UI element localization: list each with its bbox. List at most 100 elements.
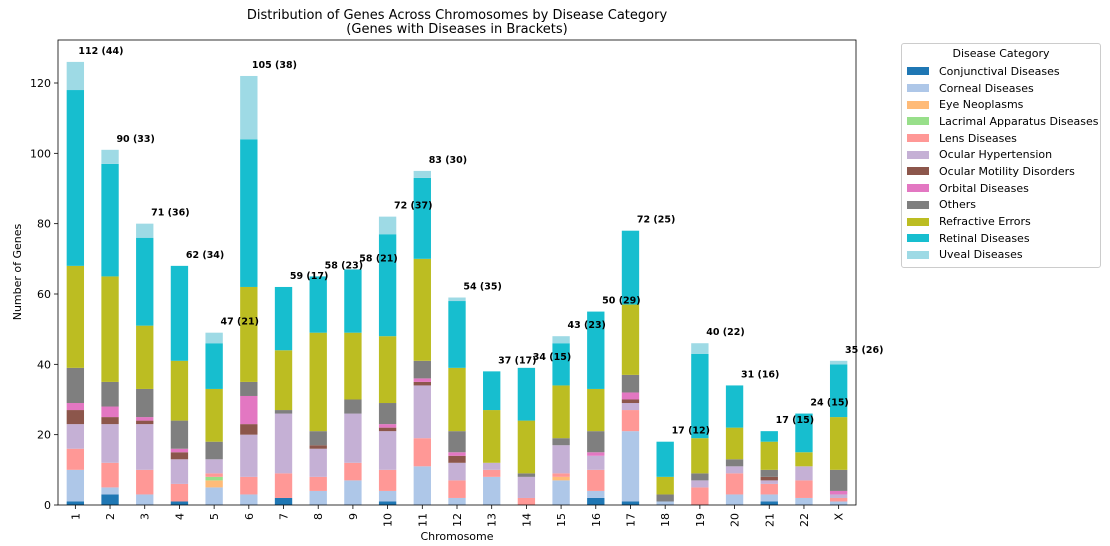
bar-segment-8-lens-diseases [309,476,327,491]
bar-segment-5-lacrimal-apparatus-diseases [205,476,223,481]
bar-segment-22-ocular-hypertension [795,466,813,481]
bar-segment-3-others [136,388,154,418]
legend-label: Ocular Hypertension [939,148,1053,162]
x-tick-label-17: 17 [624,513,637,527]
bar-annotation-10: 72 (37) [394,201,432,212]
y-tick-label-60: 60 [37,288,51,301]
bar-segment-8-ocular-hypertension [309,448,327,477]
bar-segment-4-others [170,420,189,449]
bar-segment-8-refractive-errors [309,332,327,432]
bar-segment-18-corneal-diseases [656,501,674,505]
bar-segment-20-lens-diseases [725,473,744,495]
bar-segment-3-ocular-hypertension [136,424,154,470]
bar-segment-21-retinal-diseases [760,431,778,442]
bar-segment-10-orbital-diseases [378,424,397,428]
bar-segment-X-uveal-diseases [829,360,848,365]
bar-segment-6-uveal-diseases [240,75,258,140]
x-tick-label-4: 4 [173,513,186,520]
bar-segment-18-refractive-errors [656,476,674,495]
bar-segment-X-refractive-errors [829,417,848,470]
bar-segment-5-corneal-diseases [205,487,223,505]
bar-segment-12-corneal-diseases [448,497,466,505]
bar-segment-9-refractive-errors [344,332,362,400]
legend-swatch [907,200,929,209]
bar-segment-12-retinal-diseases [448,301,466,368]
bar-segment-7-lens-diseases [274,473,293,498]
bar-segment-14-others [517,473,536,477]
bar-segment-11-ocular-motility-disorders [413,381,431,386]
bar-segment-17-conjunctival-diseases [621,501,640,505]
bar-segment-1-conjunctival-diseases [66,501,85,505]
bar-segment-6-retinal-diseases [240,139,258,287]
bar-segment-2-orbital-diseases [101,406,119,418]
y-axis-label: Number of Genes [11,223,24,320]
x-tick-label-11: 11 [416,513,429,527]
bar-annotation-X: 35 (26) [845,345,883,356]
legend-label: Eye Neoplasms [939,98,1024,112]
bar-segment-20-ocular-hypertension [725,466,744,474]
bar-segment-13-ocular-hypertension [483,462,501,470]
x-tick-label-19: 19 [694,513,707,527]
bar-segment-20-others [725,459,744,467]
bar-segment-15-uveal-diseases [552,336,570,344]
bar-segment-1-refractive-errors [66,265,85,368]
bar-segment-20-corneal-diseases [725,494,744,505]
bar-segment-6-ocular-hypertension [240,434,258,477]
bar-segment-11-corneal-diseases [413,466,431,505]
bar-segment-3-uveal-diseases [136,223,154,238]
bar-segment-10-refractive-errors [378,336,397,404]
bar-segment-9-others [344,399,362,414]
bar-segment-14-retinal-diseases [517,367,536,421]
bar-segment-2-others [101,381,119,407]
bar-segment-21-corneal-diseases [760,494,778,502]
legend-label: Corneal Diseases [939,81,1034,95]
bar-segment-12-uveal-diseases [448,297,466,302]
x-tick-label-15: 15 [555,513,568,527]
bar-segment-15-refractive-errors [552,385,570,439]
legend-swatch [907,184,929,193]
bar-segment-3-ocular-motility-disorders [136,420,154,425]
x-tick-label-3: 3 [139,513,152,520]
x-tick-label-1: 1 [69,513,82,520]
bar-segment-5-uveal-diseases [205,332,223,344]
legend-swatch [907,117,929,126]
bar-segment-16-refractive-errors [587,388,605,432]
bar-segment-4-retinal-diseases [170,265,189,361]
bar-segment-2-uveal-diseases [101,149,119,164]
legend-item-lacrimal-apparatus-diseases: Lacrimal Apparatus Diseases [902,113,1100,130]
bar-segment-5-refractive-errors [205,388,223,442]
bar-segment-2-refractive-errors [101,276,119,382]
legend-item-others: Others [902,197,1100,214]
bar-annotation-22: 24 (15) [810,398,848,409]
bar-segment-8-corneal-diseases [309,490,327,505]
bar-segment-6-corneal-diseases [240,494,258,505]
bar-segment-19-uveal-diseases [691,343,709,354]
bar-annotation-14: 34 (15) [533,352,571,363]
y-tick-label-20: 20 [37,429,51,442]
bar-segment-13-refractive-errors [483,410,501,463]
bar-segment-4-lens-diseases [170,483,189,502]
bar-segment-11-refractive-errors [413,258,431,361]
legend-label: Retinal Diseases [939,231,1030,245]
bar-segment-12-ocular-motility-disorders [448,455,466,463]
bar-segment-12-lens-diseases [448,480,466,498]
x-tick-label-13: 13 [486,513,499,527]
legend-item-ocular-motility-disorders: Ocular Motility Disorders [902,163,1100,180]
bar-segment-1-orbital-diseases [66,403,85,411]
legend-label: Conjunctival Diseases [939,64,1060,78]
bar-annotation-20: 31 (16) [741,369,779,380]
bar-segment-15-corneal-diseases [552,480,570,505]
bar-segment-17-refractive-errors [621,304,640,375]
legend-swatch [907,234,929,243]
bar-annotation-1: 112 (44) [78,46,123,57]
bar-segment-7-ocular-hypertension [274,413,293,474]
bar-annotation-17: 72 (25) [637,215,675,226]
bar-annotation-3: 71 (36) [151,208,189,219]
legend-item-conjunctival-diseases: Conjunctival Diseases [902,63,1100,80]
bar-segment-7-retinal-diseases [274,286,293,351]
bar-segment-21-ocular-motility-disorders [760,476,778,481]
bar-segment-10-ocular-hypertension [378,431,397,470]
bar-segment-17-lens-diseases [621,410,640,432]
bar-segment-2-ocular-motility-disorders [101,417,119,425]
